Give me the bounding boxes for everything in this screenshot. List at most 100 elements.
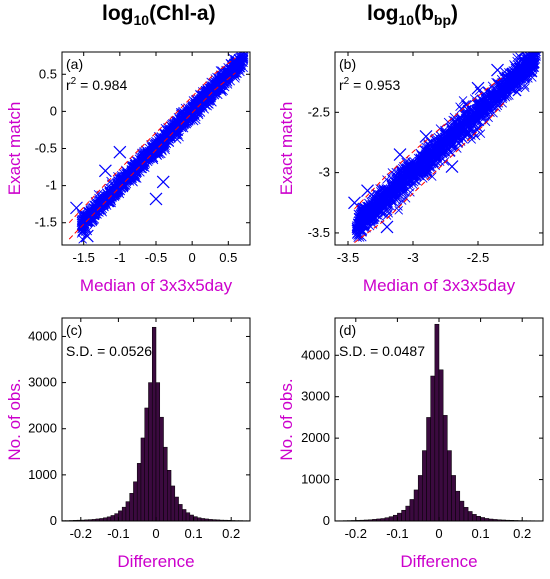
data-point [489, 92, 499, 101]
x-tick-label: 0.2 [222, 526, 240, 541]
data-point [477, 111, 487, 121]
data-point [212, 77, 222, 86]
data-point [521, 74, 531, 83]
data-point [397, 174, 406, 184]
data-point [106, 195, 116, 204]
data-point [529, 63, 539, 72]
data-point [466, 104, 476, 114]
histogram-bar [422, 450, 427, 521]
data-point [140, 154, 150, 163]
histogram-bar [451, 475, 456, 521]
data-point [374, 198, 384, 208]
data-point [514, 62, 524, 71]
data-point [198, 95, 208, 104]
histogram-bar [480, 517, 486, 521]
x-tick-label: -3 [407, 250, 419, 265]
histogram-bar [182, 509, 187, 521]
histogram-bar [405, 505, 411, 521]
data-point [106, 176, 115, 186]
histogram-bar [170, 485, 176, 521]
data-point [361, 214, 371, 224]
data-point [460, 109, 470, 119]
x-tick-label: 0.1 [185, 526, 203, 541]
outlier-point [393, 148, 407, 161]
x-tick-label: -1.5 [72, 250, 94, 265]
envelope-upper-line [68, 57, 236, 224]
histogram-bar [121, 506, 127, 521]
data-point [495, 80, 504, 89]
data-point [96, 200, 105, 209]
y-tick-label: 1000 [301, 472, 330, 487]
data-point [179, 123, 189, 133]
data-point [505, 74, 514, 84]
histogram-bar [159, 416, 164, 521]
y-axis-label: No. of obs. [5, 378, 24, 460]
data-point [206, 90, 215, 100]
data-point [142, 153, 152, 162]
data-point [457, 116, 467, 125]
histogram-bar [140, 437, 145, 521]
histogram-bar [455, 490, 461, 521]
data-point [114, 187, 124, 197]
y-axis-label: Exact match [277, 102, 296, 196]
x-tick-label: -0.2 [345, 526, 367, 541]
outlier-point [361, 184, 374, 198]
data-point [469, 94, 479, 103]
y-tick-label: 0 [50, 103, 57, 118]
data-point [472, 125, 482, 135]
x-tick-label: -0.5 [145, 250, 167, 265]
data-point [530, 44, 538, 52]
data-point [452, 131, 462, 141]
histogram-bar [125, 501, 130, 521]
histogram-bar [467, 511, 473, 521]
histogram-bar [388, 516, 394, 521]
outlier-point [445, 160, 459, 174]
data-point [430, 136, 440, 145]
data-point [163, 136, 173, 146]
histogram-bar [106, 516, 112, 521]
stat-text: r2 = 0.984 [66, 76, 127, 93]
data-point [105, 198, 115, 208]
x-tick-label: -2.5 [467, 250, 489, 265]
data-point [520, 83, 530, 92]
data-point [396, 182, 406, 192]
data-point [458, 96, 468, 105]
x-axis-label: Median of 3x3x5day [80, 276, 233, 295]
y-tick-label: -0.5 [35, 141, 57, 156]
x-tick-label: 0 [152, 526, 159, 541]
histogram-bar [463, 507, 469, 521]
histogram-bar [167, 470, 172, 521]
data-point [401, 193, 411, 203]
outlier-point [225, 58, 239, 72]
histogram-bar [185, 512, 191, 521]
y-tick-label: -3.5 [308, 225, 330, 240]
outlier-point [70, 201, 83, 215]
data-point [147, 147, 157, 157]
data-point [162, 129, 172, 139]
x-tick-label: 0 [189, 250, 196, 265]
data-point [353, 212, 363, 222]
data-point [445, 146, 455, 156]
data-point [399, 174, 409, 184]
data-point [387, 168, 397, 177]
data-point [357, 202, 367, 212]
data-point [384, 209, 394, 218]
data-point [172, 121, 182, 131]
panel-0-plot-area [68, 52, 249, 244]
x-tick-label: 0.1 [472, 526, 490, 541]
outlier-point [348, 196, 361, 210]
y-tick-label: 0 [323, 513, 330, 528]
data-point [106, 191, 116, 200]
data-point [400, 187, 409, 196]
data-point [475, 110, 485, 120]
data-point [421, 164, 430, 174]
data-point [418, 151, 428, 161]
outlier-point [80, 229, 94, 243]
data-point [478, 96, 488, 106]
data-point [469, 114, 478, 124]
y-tick-label: -2.5 [308, 104, 330, 119]
data-point [180, 114, 190, 123]
stat-text: r2 = 0.953 [339, 76, 400, 93]
data-point [409, 161, 419, 171]
data-point [433, 153, 443, 163]
